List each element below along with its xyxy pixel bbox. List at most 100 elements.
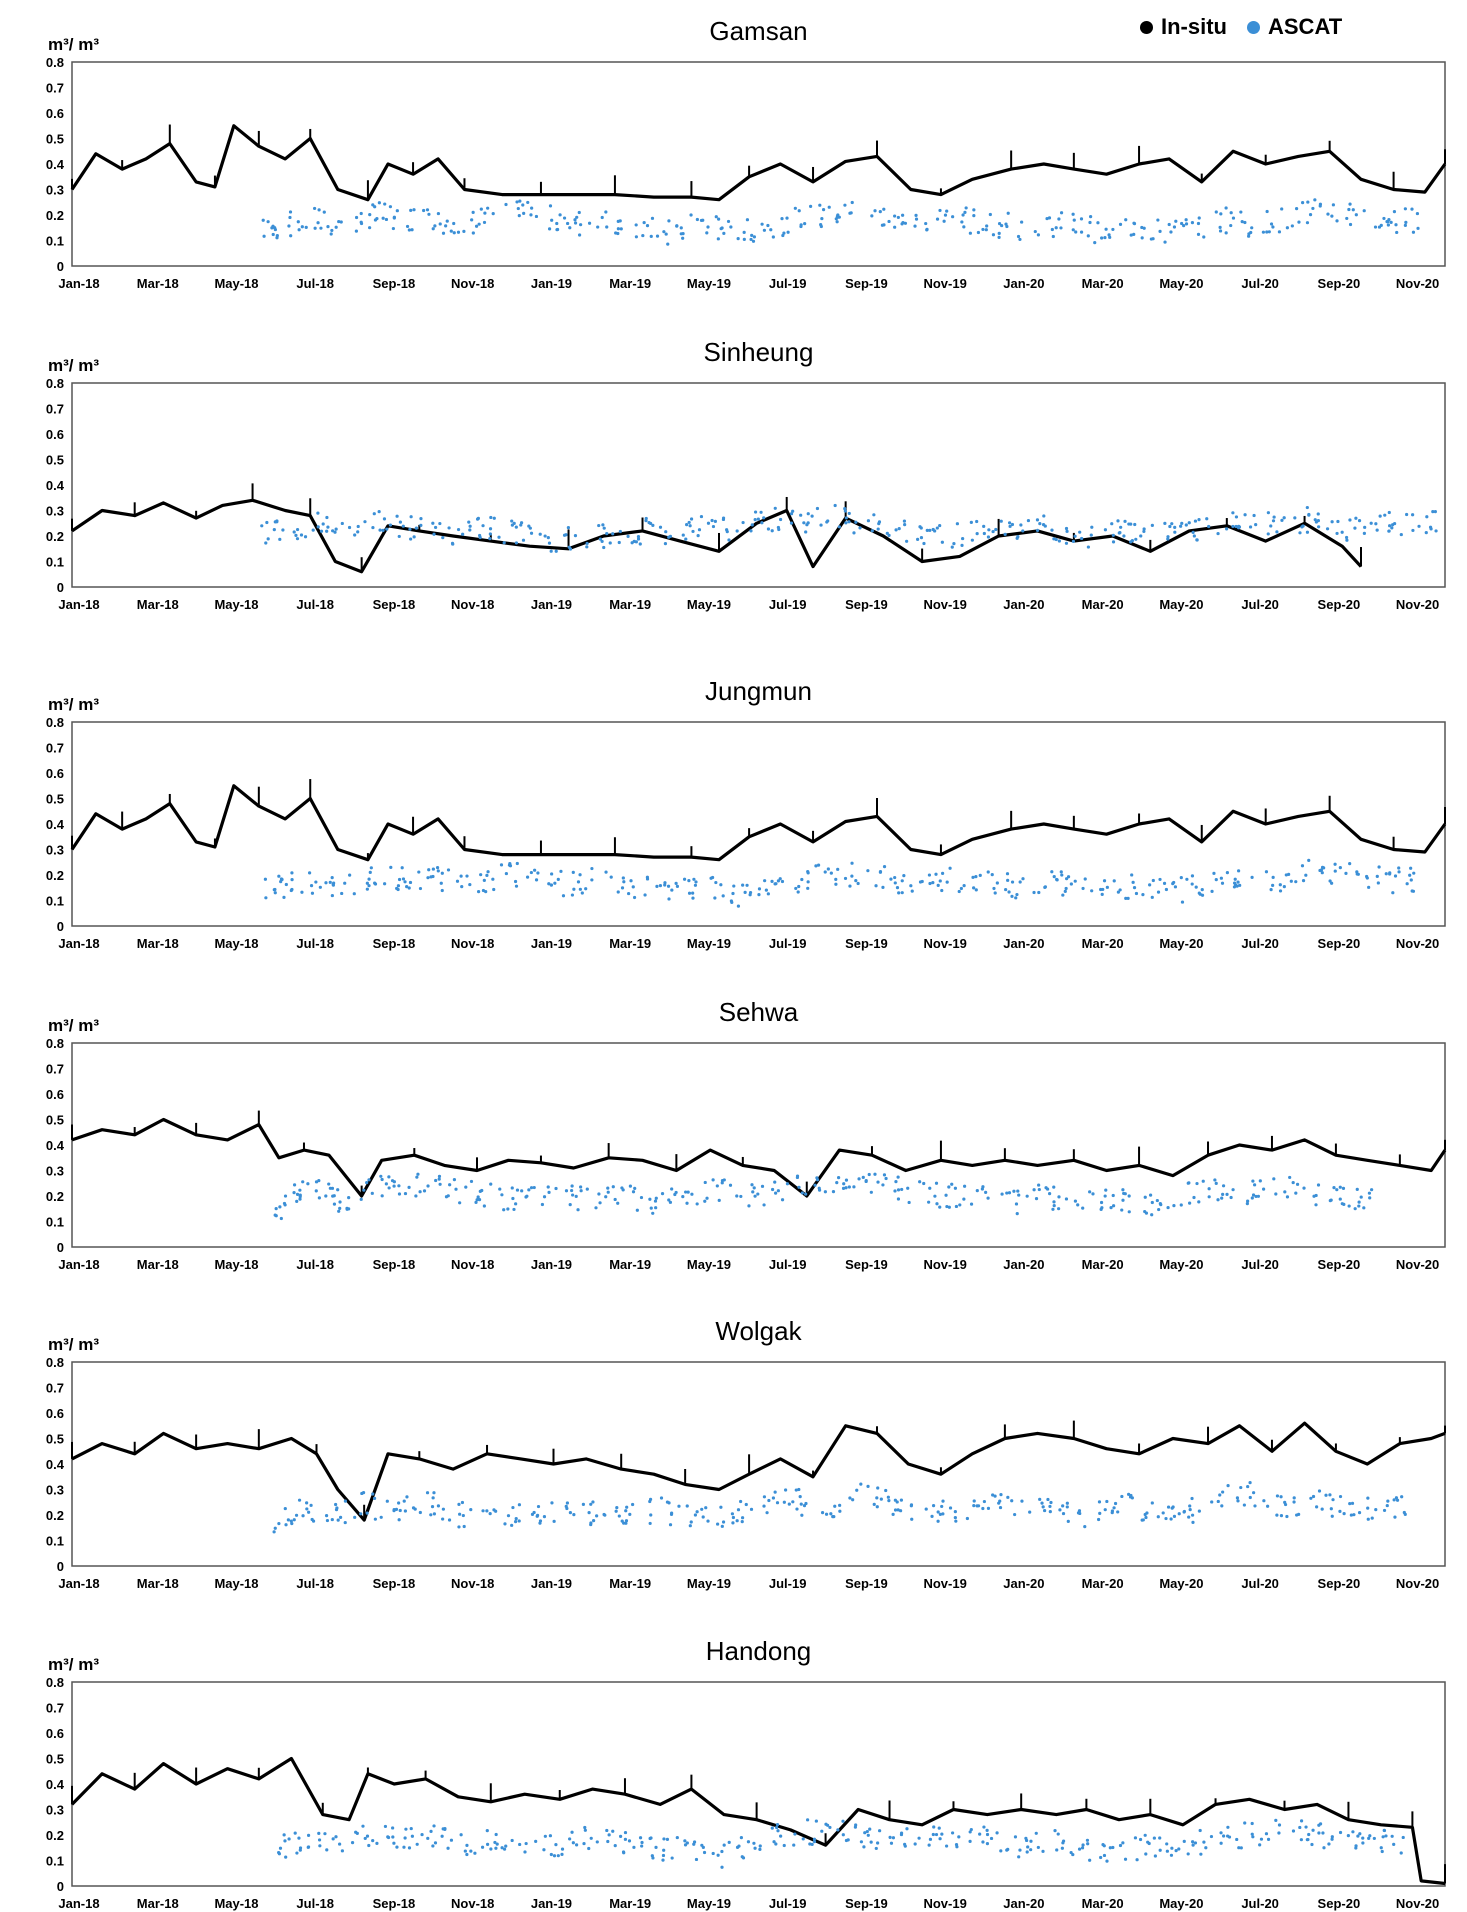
ascat-point-sehwa (1025, 1194, 1029, 1198)
ascat-point-jungmun (629, 879, 633, 883)
ascat-point-jungmun (743, 890, 747, 894)
ascat-point-sehwa (1368, 1196, 1372, 1200)
ascat-point-handong (1118, 1843, 1123, 1848)
ascat-point-jungmun (1004, 887, 1008, 892)
x-tick-label-sinheung: May-18 (214, 597, 258, 612)
ascat-point-sinheung (691, 529, 695, 534)
ascat-point-wolgak (1028, 1510, 1032, 1514)
ascat-point-sehwa (540, 1202, 545, 1207)
ascat-point-sinheung (356, 530, 360, 534)
ascat-point-wolgak (1190, 1496, 1194, 1501)
ascat-point-wolgak (924, 1507, 928, 1511)
ascat-point-jungmun (616, 890, 620, 894)
ascat-point-handong (692, 1842, 696, 1846)
ascat-point-wolgak (343, 1520, 347, 1525)
ascat-point-sehwa (928, 1186, 932, 1190)
ascat-point-sinheung (833, 503, 837, 508)
ascat-point-sehwa (1285, 1195, 1290, 1199)
ascat-point-gamsan (716, 237, 720, 241)
ascat-point-sinheung (409, 515, 413, 519)
x-tick-label-jungmun: Mar-18 (137, 936, 179, 951)
ascat-point-wolgak (740, 1520, 744, 1524)
ascat-point-sinheung (925, 528, 929, 533)
ascat-point-sehwa (953, 1186, 957, 1190)
ascat-point-sinheung (347, 525, 352, 530)
y-tick-label-gamsan: 0.3 (46, 183, 64, 198)
ascat-point-jungmun (1005, 872, 1010, 876)
ascat-point-sinheung (260, 524, 264, 528)
x-tick-label-jungmun: May-19 (687, 936, 731, 951)
ascat-point-wolgak (965, 1516, 969, 1521)
ascat-point-wolgak (668, 1523, 673, 1527)
ascat-point-handong (1191, 1840, 1195, 1844)
ascat-point-wolgak (1266, 1504, 1270, 1508)
ascat-point-handong (1219, 1831, 1223, 1835)
ascat-point-handong (720, 1865, 724, 1869)
ascat-point-sehwa (841, 1186, 846, 1190)
ascat-point-wolgak (896, 1508, 900, 1512)
ascat-point-gamsan (1071, 212, 1075, 216)
ascat-point-sehwa (884, 1176, 888, 1181)
ascat-point-gamsan (616, 227, 620, 231)
ascat-point-jungmun (829, 871, 833, 875)
ascat-point-handong (282, 1833, 286, 1837)
ascat-point-sehwa (1037, 1187, 1041, 1192)
x-tick-label-sehwa: Jul-19 (769, 1257, 807, 1272)
ascat-point-sehwa (1123, 1192, 1127, 1196)
ascat-point-sinheung (618, 529, 622, 534)
ascat-point-handong (1382, 1828, 1386, 1832)
ascat-point-sehwa (975, 1188, 979, 1193)
insitu-series-line-sehwa (71, 1117, 1447, 1198)
ascat-point-handong (582, 1841, 586, 1846)
ascat-point-gamsan (618, 219, 622, 223)
ascat-point-jungmun (1112, 879, 1116, 883)
ascat-point-jungmun (609, 875, 613, 879)
ascat-point-handong (640, 1844, 644, 1848)
ascat-point-handong (927, 1843, 931, 1847)
ascat-point-wolgak (1066, 1519, 1070, 1524)
ascat-point-gamsan (942, 219, 946, 223)
ascat-point-wolgak (457, 1525, 461, 1529)
ascat-point-wolgak (899, 1509, 903, 1513)
ascat-point-sehwa (1329, 1198, 1333, 1202)
ascat-point-jungmun (934, 872, 938, 876)
ascat-point-gamsan (634, 223, 638, 227)
ascat-point-sehwa (314, 1189, 318, 1193)
ascat-point-sinheung (970, 538, 974, 542)
ascat-point-sinheung (1417, 524, 1421, 528)
ascat-point-handong (1144, 1852, 1148, 1856)
ascat-point-wolgak (1010, 1499, 1014, 1503)
ascat-point-jungmun (578, 887, 582, 891)
ascat-point-jungmun (1284, 873, 1288, 877)
ascat-point-sehwa (1121, 1188, 1125, 1192)
ascat-point-wolgak (615, 1505, 619, 1510)
ascat-point-sinheung (1369, 521, 1373, 525)
ascat-point-gamsan (1045, 216, 1049, 221)
ascat-point-wolgak (795, 1507, 799, 1511)
ascat-point-handong (1204, 1846, 1208, 1850)
ascat-point-wolgak (685, 1504, 689, 1508)
y-tick-label-jungmun: 0.4 (46, 817, 65, 832)
ascat-point-jungmun (893, 881, 897, 885)
y-tick-label-jungmun: 0.3 (46, 843, 64, 858)
x-tick-label-sinheung: Jul-20 (1241, 597, 1279, 612)
insitu-series-line-handong (70, 1756, 1446, 1886)
ascat-point-wolgak (432, 1512, 436, 1516)
ascat-point-sinheung (1050, 528, 1054, 532)
ascat-point-jungmun (1269, 888, 1273, 892)
ascat-point-handong (776, 1829, 780, 1833)
ascat-point-wolgak (485, 1509, 489, 1513)
ascat-point-sinheung (1271, 519, 1276, 523)
ascat-point-handong (1354, 1844, 1358, 1848)
ascat-point-wolgak (887, 1499, 891, 1503)
ascat-point-sehwa (1088, 1190, 1092, 1194)
ascat-point-sinheung (1195, 538, 1199, 542)
ascat-point-jungmun (482, 878, 486, 882)
ascat-point-sehwa (274, 1207, 278, 1211)
y-axis-label-wolgak: m³/ m³ (48, 1335, 99, 1354)
ascat-point-handong (371, 1839, 375, 1843)
ascat-point-sinheung (372, 512, 376, 516)
ascat-point-sehwa (649, 1206, 653, 1210)
ascat-point-sinheung (894, 528, 898, 532)
ascat-point-handong (1108, 1846, 1112, 1850)
